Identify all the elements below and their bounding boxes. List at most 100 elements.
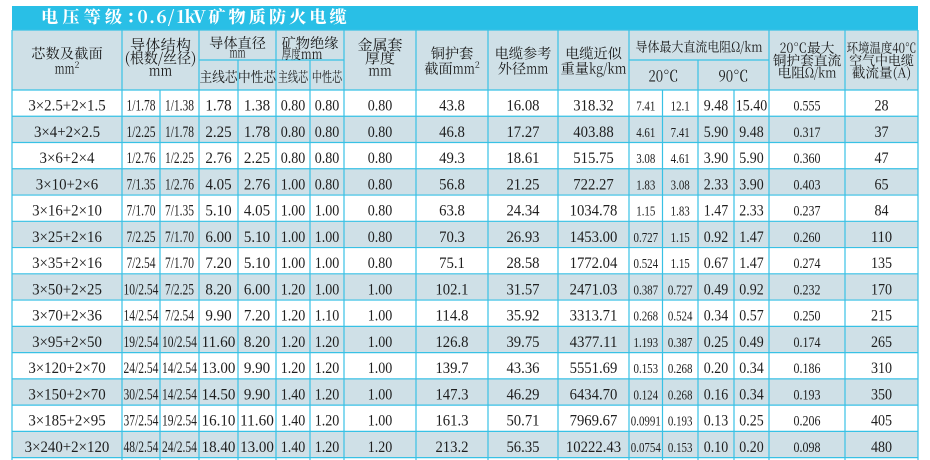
svg-text:0.80: 0.80 <box>315 124 340 141</box>
svg-text:310: 310 <box>871 360 892 377</box>
svg-text:7.41: 7.41 <box>636 100 655 115</box>
svg-text:1.83: 1.83 <box>636 178 655 193</box>
svg-text:403.88: 403.88 <box>573 124 614 141</box>
svg-text:139.7: 139.7 <box>435 360 468 377</box>
svg-text:28: 28 <box>874 98 888 115</box>
svg-text:1.78: 1.78 <box>205 98 231 115</box>
svg-text:4.61: 4.61 <box>636 126 655 141</box>
svg-text:13.00: 13.00 <box>240 439 274 456</box>
svg-text:405: 405 <box>871 413 892 430</box>
svg-text:3×25+2×16: 3×25+2×16 <box>32 229 102 246</box>
svg-text:9.90: 9.90 <box>205 308 231 325</box>
svg-text:19/2.54: 19/2.54 <box>162 413 197 430</box>
svg-text:0.727: 0.727 <box>634 231 659 246</box>
svg-text:0.34: 0.34 <box>739 386 764 403</box>
svg-text:0.387: 0.387 <box>634 283 659 298</box>
svg-text:1.00: 1.00 <box>315 229 340 246</box>
svg-text:3×16+2×10: 3×16+2×10 <box>32 203 102 220</box>
svg-text:1.47: 1.47 <box>704 203 729 220</box>
svg-text:7/1.70: 7/1.70 <box>165 255 194 272</box>
svg-text:9.90: 9.90 <box>244 360 270 377</box>
svg-text:8.20: 8.20 <box>244 334 270 351</box>
svg-text:0.92: 0.92 <box>739 281 763 298</box>
svg-text:3×4+2×2.5: 3×4+2×2.5 <box>34 124 100 141</box>
svg-text:14/2.54: 14/2.54 <box>124 308 159 325</box>
svg-text:2.76: 2.76 <box>205 150 231 167</box>
svg-text:318.32: 318.32 <box>573 98 614 115</box>
svg-text:56.8: 56.8 <box>439 176 465 193</box>
svg-text:0.727: 0.727 <box>668 283 693 298</box>
svg-text:0.80: 0.80 <box>368 98 393 115</box>
svg-text:4.05: 4.05 <box>205 176 231 193</box>
svg-text:37: 37 <box>874 124 888 141</box>
svg-text:7.41: 7.41 <box>671 126 690 141</box>
svg-text:265: 265 <box>871 334 892 351</box>
svg-text:2.33: 2.33 <box>739 203 764 220</box>
svg-text:1.00: 1.00 <box>315 203 340 220</box>
svg-text:11.60: 11.60 <box>240 413 274 430</box>
svg-text:10/2.54: 10/2.54 <box>162 334 197 351</box>
svg-text:46.8: 46.8 <box>439 124 465 141</box>
svg-text:1.15: 1.15 <box>671 231 690 246</box>
svg-text:1.193: 1.193 <box>634 336 659 351</box>
svg-text:1.20: 1.20 <box>315 334 340 351</box>
svg-text:3×6+2×4: 3×6+2×4 <box>40 150 95 167</box>
svg-text:0.186: 0.186 <box>794 361 821 377</box>
svg-text:3×2.5+2×1.5: 3×2.5+2×1.5 <box>28 98 105 115</box>
svg-text:21.25: 21.25 <box>506 176 539 193</box>
svg-text:1.10: 1.10 <box>315 308 340 325</box>
svg-text:5551.69: 5551.69 <box>570 360 618 377</box>
svg-text:1.15: 1.15 <box>636 205 655 220</box>
svg-text:0.20: 0.20 <box>739 439 764 456</box>
svg-text:170: 170 <box>871 281 892 298</box>
svg-text:1.00: 1.00 <box>281 176 306 193</box>
svg-text:0.524: 0.524 <box>634 257 659 272</box>
svg-text:0.80: 0.80 <box>368 150 393 167</box>
svg-text:213.2: 213.2 <box>435 439 468 456</box>
svg-text:7/1.35: 7/1.35 <box>126 176 155 193</box>
svg-text:102.1: 102.1 <box>435 281 468 298</box>
svg-text:10/2.54: 10/2.54 <box>124 281 159 298</box>
svg-text:7/2.54: 7/2.54 <box>126 255 155 272</box>
svg-text:147.3: 147.3 <box>435 386 468 403</box>
svg-text:14/2.54: 14/2.54 <box>162 386 197 403</box>
svg-text:3×240+2×120: 3×240+2×120 <box>25 439 110 456</box>
svg-text:0.16: 0.16 <box>704 386 729 403</box>
svg-text:0.317: 0.317 <box>794 125 821 141</box>
svg-text:1/1.78: 1/1.78 <box>165 124 194 141</box>
svg-text:49.3: 49.3 <box>439 150 465 167</box>
svg-text:3×95+2×50: 3×95+2×50 <box>32 334 102 351</box>
svg-text:4.05: 4.05 <box>244 203 270 220</box>
svg-text:0.232: 0.232 <box>794 282 821 298</box>
svg-text:5.10: 5.10 <box>244 255 270 272</box>
svg-text:14/2.54: 14/2.54 <box>162 360 197 377</box>
svg-text:1.83: 1.83 <box>671 205 690 220</box>
svg-text:126.8: 126.8 <box>435 334 468 351</box>
svg-text:7969.67: 7969.67 <box>570 413 618 430</box>
svg-text:12.1: 12.1 <box>671 100 690 115</box>
svg-text:26.93: 26.93 <box>506 229 539 246</box>
svg-text:65: 65 <box>874 176 888 193</box>
svg-text:0.13: 0.13 <box>704 413 729 430</box>
svg-text:1.20: 1.20 <box>315 413 340 430</box>
svg-text:0.153: 0.153 <box>668 441 693 456</box>
svg-text:6.00: 6.00 <box>205 229 231 246</box>
svg-text:3.90: 3.90 <box>704 150 729 167</box>
svg-text:7/2.25: 7/2.25 <box>126 229 155 246</box>
svg-text:5.10: 5.10 <box>205 203 231 220</box>
svg-text:0.80: 0.80 <box>368 124 393 141</box>
svg-text:1.78: 1.78 <box>244 124 270 141</box>
svg-text:7.20: 7.20 <box>205 255 231 272</box>
svg-text:35.92: 35.92 <box>506 308 539 325</box>
svg-text:3×50+2×25: 3×50+2×25 <box>32 281 102 298</box>
svg-text:0.80: 0.80 <box>368 176 393 193</box>
svg-text:5.90: 5.90 <box>739 150 764 167</box>
svg-text:1.00: 1.00 <box>315 281 340 298</box>
svg-text:0.403: 0.403 <box>794 177 821 193</box>
svg-text:0.80: 0.80 <box>368 255 393 272</box>
svg-text:4.61: 4.61 <box>671 152 690 167</box>
svg-text:515.75: 515.75 <box>573 150 614 167</box>
svg-text:0.206: 0.206 <box>794 414 821 430</box>
svg-text:0.274: 0.274 <box>794 256 821 272</box>
svg-text:0.49: 0.49 <box>704 281 729 298</box>
